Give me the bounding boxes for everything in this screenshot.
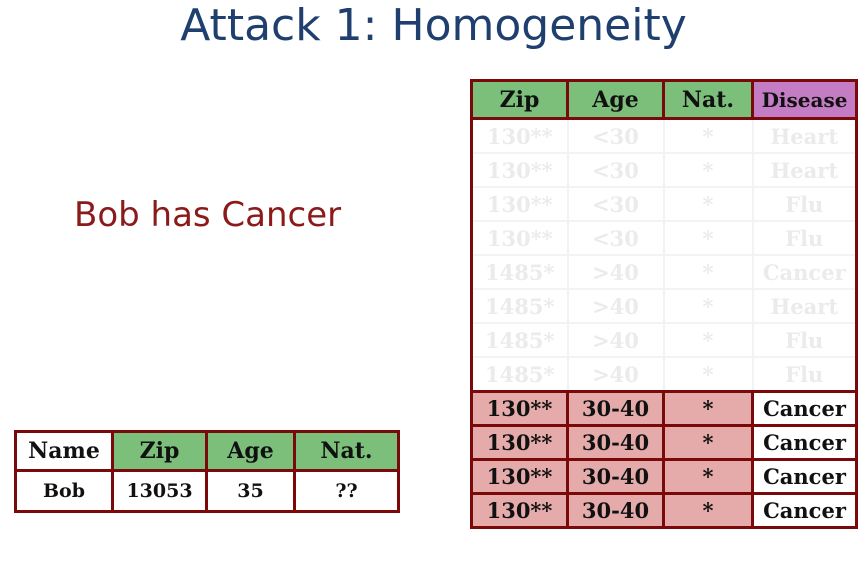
cell-nationality: * <box>662 254 754 290</box>
header-age: Age <box>205 430 296 472</box>
cell-nationality: * <box>662 288 754 324</box>
cell-zip: 130** <box>470 186 569 222</box>
faded-row: 130** <30 * Heart <box>470 152 858 188</box>
header-nationality: Nat. <box>293 430 400 472</box>
cell-disease: Heart <box>751 288 858 324</box>
bob-table-row: Bob 13053 35 ?? <box>14 469 400 513</box>
cell-age: 30-40 <box>566 492 665 529</box>
cell-zip: 130** <box>470 152 569 188</box>
highlighted-row: 130** 30-40 * Cancer <box>470 390 858 427</box>
header-nationality: Nat. <box>662 79 754 120</box>
cell-zip: 130** <box>470 458 569 495</box>
cell-disease: Cancer <box>751 254 858 290</box>
anonymized-table: Zip Age Nat. Disease 130** <30 * Heart 1… <box>470 79 858 529</box>
header-age: Age <box>566 79 665 120</box>
highlighted-row: 130** 30-40 * Cancer <box>470 458 858 495</box>
inference-statement: Bob has Cancer <box>74 195 342 235</box>
cell-zip: 130** <box>470 390 569 427</box>
cell-zip: 1485* <box>470 356 569 393</box>
cell-age: 30-40 <box>566 458 665 495</box>
cell-zip: 130** <box>470 220 569 256</box>
cell-age: <30 <box>566 186 665 222</box>
cell-nationality: * <box>662 186 754 222</box>
cell-disease: Heart <box>751 117 858 154</box>
highlighted-row: 130** 30-40 * Cancer <box>470 492 858 529</box>
bob-table-header-row: Name Zip Age Nat. <box>14 430 400 472</box>
header-zip: Zip <box>470 79 569 120</box>
cell-disease: Heart <box>751 152 858 188</box>
faded-row: 1485* >40 * Cancer <box>470 254 858 290</box>
cell-nationality: * <box>662 424 754 461</box>
cell-age: 30-40 <box>566 390 665 427</box>
cell-zip: 130** <box>470 424 569 461</box>
header-name: Name <box>14 430 114 472</box>
faded-row: 1485* >40 * Flu <box>470 322 858 358</box>
cell-age: >40 <box>566 356 665 393</box>
cell-age: 30-40 <box>566 424 665 461</box>
cell-zip: 1485* <box>470 254 569 290</box>
cell-age: >40 <box>566 288 665 324</box>
cell-age: <30 <box>566 117 665 154</box>
cell-nationality: * <box>662 322 754 358</box>
cell-nationality: * <box>662 390 754 427</box>
cell-zip: 1485* <box>470 288 569 324</box>
cell-zip: 130** <box>470 492 569 529</box>
cell-disease: Cancer <box>751 492 858 529</box>
cell-disease: Cancer <box>751 424 858 461</box>
cell-nationality: * <box>662 492 754 529</box>
cell-age: >40 <box>566 322 665 358</box>
faded-row: 130** <30 * Heart <box>470 117 858 154</box>
cell-disease: Flu <box>751 186 858 222</box>
cell-disease: Flu <box>751 322 858 358</box>
cell-zip: 1485* <box>470 322 569 358</box>
cell-zip: 13053 <box>111 469 208 513</box>
faded-row: 1485* >40 * Heart <box>470 288 858 324</box>
cell-zip: 130** <box>470 117 569 154</box>
cell-disease: Cancer <box>751 458 858 495</box>
faded-row: 1485* >40 * Flu <box>470 356 858 393</box>
bob-record-table: Name Zip Age Nat. Bob 13053 35 ?? <box>14 430 400 513</box>
cell-name: Bob <box>14 469 114 513</box>
cell-nationality: * <box>662 152 754 188</box>
cell-nationality: * <box>662 356 754 393</box>
cell-age: <30 <box>566 220 665 256</box>
cell-disease: Cancer <box>751 390 858 427</box>
cell-age: <30 <box>566 152 665 188</box>
cell-disease: Flu <box>751 220 858 256</box>
cell-nationality: * <box>662 458 754 495</box>
anon-table-header-row: Zip Age Nat. Disease <box>470 79 858 120</box>
faded-row: 130** <30 * Flu <box>470 186 858 222</box>
cell-nationality: ?? <box>293 469 400 513</box>
cell-age: >40 <box>566 254 665 290</box>
cell-age: 35 <box>205 469 296 513</box>
cell-nationality: * <box>662 117 754 154</box>
cell-nationality: * <box>662 220 754 256</box>
header-disease: Disease <box>751 79 858 120</box>
cell-disease: Flu <box>751 356 858 393</box>
header-zip: Zip <box>111 430 208 472</box>
highlighted-row: 130** 30-40 * Cancer <box>470 424 858 461</box>
slide-title: Attack 1: Homogeneity <box>180 0 687 51</box>
faded-row: 130** <30 * Flu <box>470 220 858 256</box>
